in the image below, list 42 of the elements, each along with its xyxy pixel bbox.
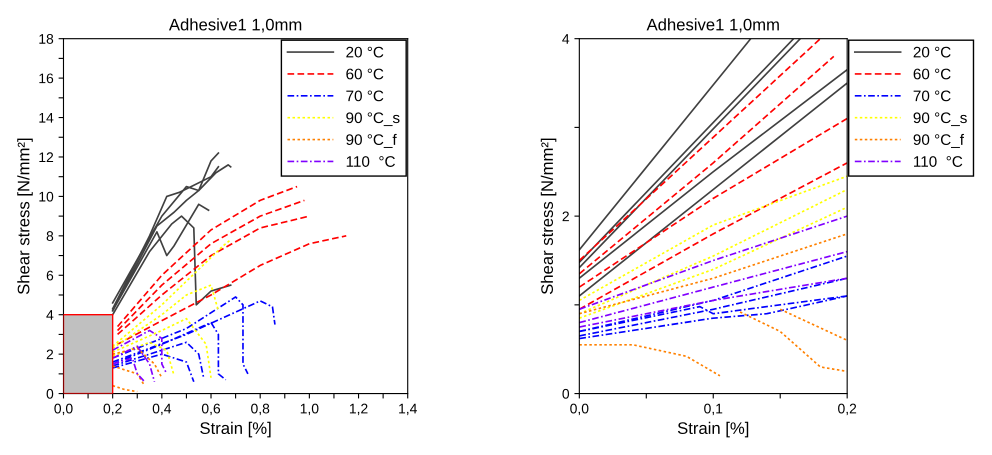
x-tick-label: 0,0 bbox=[570, 404, 588, 416]
y-axis-title: Shear stress [N/mm²] bbox=[540, 138, 556, 294]
y-tick-label: 6 bbox=[46, 270, 54, 280]
y-tick-label: 14 bbox=[39, 113, 54, 123]
x-tick-label: 0,1 bbox=[704, 404, 722, 416]
legend-label: 90 °C_f bbox=[914, 134, 964, 148]
legend-label: 110 °C bbox=[914, 156, 962, 167]
y-tick-label: 2 bbox=[562, 211, 569, 222]
y-tick-label: 8 bbox=[46, 231, 54, 242]
x-tick-label: 1,0 bbox=[300, 404, 318, 416]
legend-label: 90 °C_f bbox=[346, 134, 397, 148]
y-tick-label: 10 bbox=[39, 192, 54, 202]
x-tick-label: 0,2 bbox=[104, 404, 122, 416]
y-tick-label: 4 bbox=[46, 310, 54, 320]
y-axis-title: Shear stress [N/mm²] bbox=[17, 138, 33, 294]
x-tick-label: 1,2 bbox=[350, 404, 368, 416]
legend-label: 20 °C bbox=[346, 46, 384, 58]
chart-title: Adhesive1 1,0mm bbox=[168, 18, 302, 32]
y-tick-label: 18 bbox=[39, 34, 54, 44]
legend-label: 90 °C_s bbox=[346, 112, 400, 126]
chart-title: Adhesive1 1,0mm bbox=[646, 18, 779, 32]
x-axis-title: Strain [%] bbox=[678, 422, 748, 438]
y-tick-label: 12 bbox=[39, 152, 54, 162]
x-tick-label: 0,2 bbox=[838, 404, 856, 416]
y-tick-label: 16 bbox=[39, 73, 54, 84]
legend-label: 110 °C bbox=[346, 156, 395, 167]
y-tick-label: 0 bbox=[46, 388, 54, 399]
legend-label: 60 °C bbox=[914, 68, 951, 80]
x-tick-label: 0,6 bbox=[202, 404, 220, 416]
legend-label: 70 °C bbox=[914, 90, 951, 102]
legend-label: 60 °C bbox=[346, 68, 384, 80]
x-tick-label: 0,8 bbox=[251, 404, 270, 416]
y-tick-label: 0 bbox=[562, 388, 570, 399]
y-tick-label: 4 bbox=[562, 34, 570, 44]
x-tick-label: 1,4 bbox=[399, 404, 417, 416]
legend-label: 20 °C bbox=[914, 46, 951, 58]
x-axis-title: Strain [%] bbox=[200, 422, 271, 438]
x-tick-label: 0,4 bbox=[152, 404, 172, 416]
legend-label: 90 °C_s bbox=[914, 112, 967, 126]
y-tick-label: 2 bbox=[46, 349, 54, 360]
x-tick-label: 0,0 bbox=[54, 404, 73, 416]
legend-label: 70 °C bbox=[346, 90, 384, 102]
